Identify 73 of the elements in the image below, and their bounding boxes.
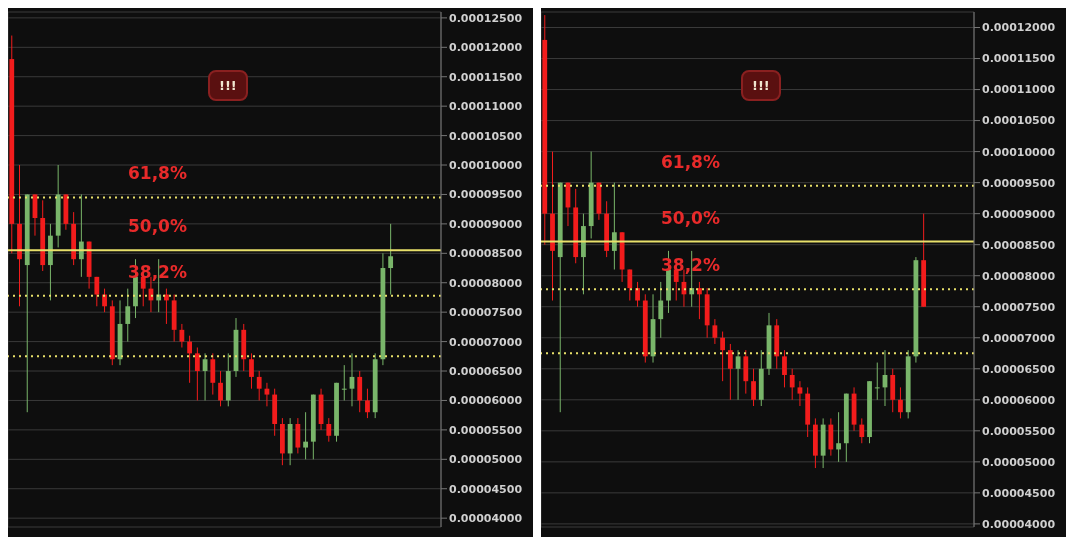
y-tick-label: 0.00007500: [449, 306, 523, 320]
y-tick-label: 0.00005500: [449, 423, 523, 437]
y-tick-label: 0.00011500: [449, 70, 523, 84]
candlestick: [712, 318, 718, 345]
y-tick-label: 0.00006000: [982, 393, 1056, 407]
y-tick-label: 0.00010500: [982, 114, 1056, 128]
y-tick-label: 0.00012500: [449, 11, 523, 25]
y-tick-label: 0.00005000: [449, 453, 523, 467]
y-tick-label: 0.00006500: [982, 362, 1056, 376]
candlestick: [789, 368, 795, 401]
annotation: !!!: [208, 70, 248, 101]
candlestick: [627, 269, 633, 302]
candlestick: [874, 362, 880, 401]
candlestick: [697, 281, 702, 320]
candlestick: [388, 223, 394, 296]
candlestick: [249, 352, 254, 390]
candlestick: [898, 386, 903, 419]
candlestick: [365, 388, 370, 419]
candlestick: [341, 364, 347, 401]
candlestick: [720, 331, 726, 382]
y-tick-label: 0.00007000: [449, 335, 523, 349]
candlestick: [179, 323, 185, 348]
y-tick-label: 0.00005000: [982, 455, 1056, 469]
y-tick-label: 0.00005500: [982, 424, 1056, 438]
candlestick: [782, 349, 787, 388]
candlestick: [125, 288, 131, 343]
candlestick: [194, 346, 200, 401]
annotation: 61,8%: [128, 163, 187, 184]
y-tick-label: 0.00009000: [982, 207, 1056, 221]
candlestick: [326, 417, 332, 443]
candlestick: [218, 370, 223, 407]
candlestick: [859, 417, 865, 444]
candlestick: [94, 276, 100, 307]
candlestick: [836, 411, 841, 463]
y-tick-label: 0.00006500: [449, 364, 523, 378]
y-tick-label: 0.00011500: [982, 52, 1056, 66]
y-tick-label: 0.00007500: [982, 300, 1056, 314]
y-tick-label: 0.00011000: [982, 83, 1056, 97]
y-tick-label: 0.00009000: [449, 217, 523, 231]
y-tick-label: 0.00008000: [449, 276, 523, 290]
annotation: 50,0%: [128, 216, 187, 237]
y-tick-label: 0.00008000: [982, 269, 1056, 283]
y-tick-label: 0.00004000: [982, 517, 1056, 531]
candlestick: [295, 417, 301, 454]
y-tick-label: 0.00008500: [982, 238, 1056, 252]
candlestick: [658, 281, 664, 339]
y-tick-label: 0.00010000: [982, 145, 1056, 159]
y-tick-label: 0.00004500: [982, 486, 1056, 500]
annotation: !!!: [741, 70, 781, 101]
annotation: 50,0%: [661, 207, 720, 228]
candlestick: [357, 370, 363, 413]
candlestick: [751, 368, 756, 407]
y-tick-label: 0.00009500: [982, 176, 1056, 190]
y-tick-label: 0.00012000: [449, 41, 523, 55]
y-tick-label: 0.00004000: [449, 512, 523, 526]
candlestick: [611, 182, 617, 270]
candlestick: [797, 380, 803, 407]
candlestick: [187, 335, 193, 384]
y-tick-label: 0.00008500: [449, 247, 523, 261]
candlestick: [303, 411, 308, 460]
y-tick-label: 0.00011000: [449, 100, 523, 114]
candlestick: [727, 343, 733, 401]
y-tick-label: 0.00006000: [449, 394, 523, 408]
candlestick: [635, 281, 640, 308]
y-tick-label: 0.00007000: [982, 331, 1056, 345]
annotation: 61,8%: [661, 151, 720, 172]
candlestick: [256, 370, 262, 401]
y-tick-label: 0.00009500: [449, 188, 523, 202]
candlestick: [210, 352, 216, 396]
y-tick-label: 0.00010500: [449, 129, 523, 143]
y-tick-label: 0.00004500: [449, 482, 523, 496]
y-tick-label: 0.00012000: [982, 21, 1056, 35]
y-tick-label: 0.00010000: [449, 158, 523, 172]
